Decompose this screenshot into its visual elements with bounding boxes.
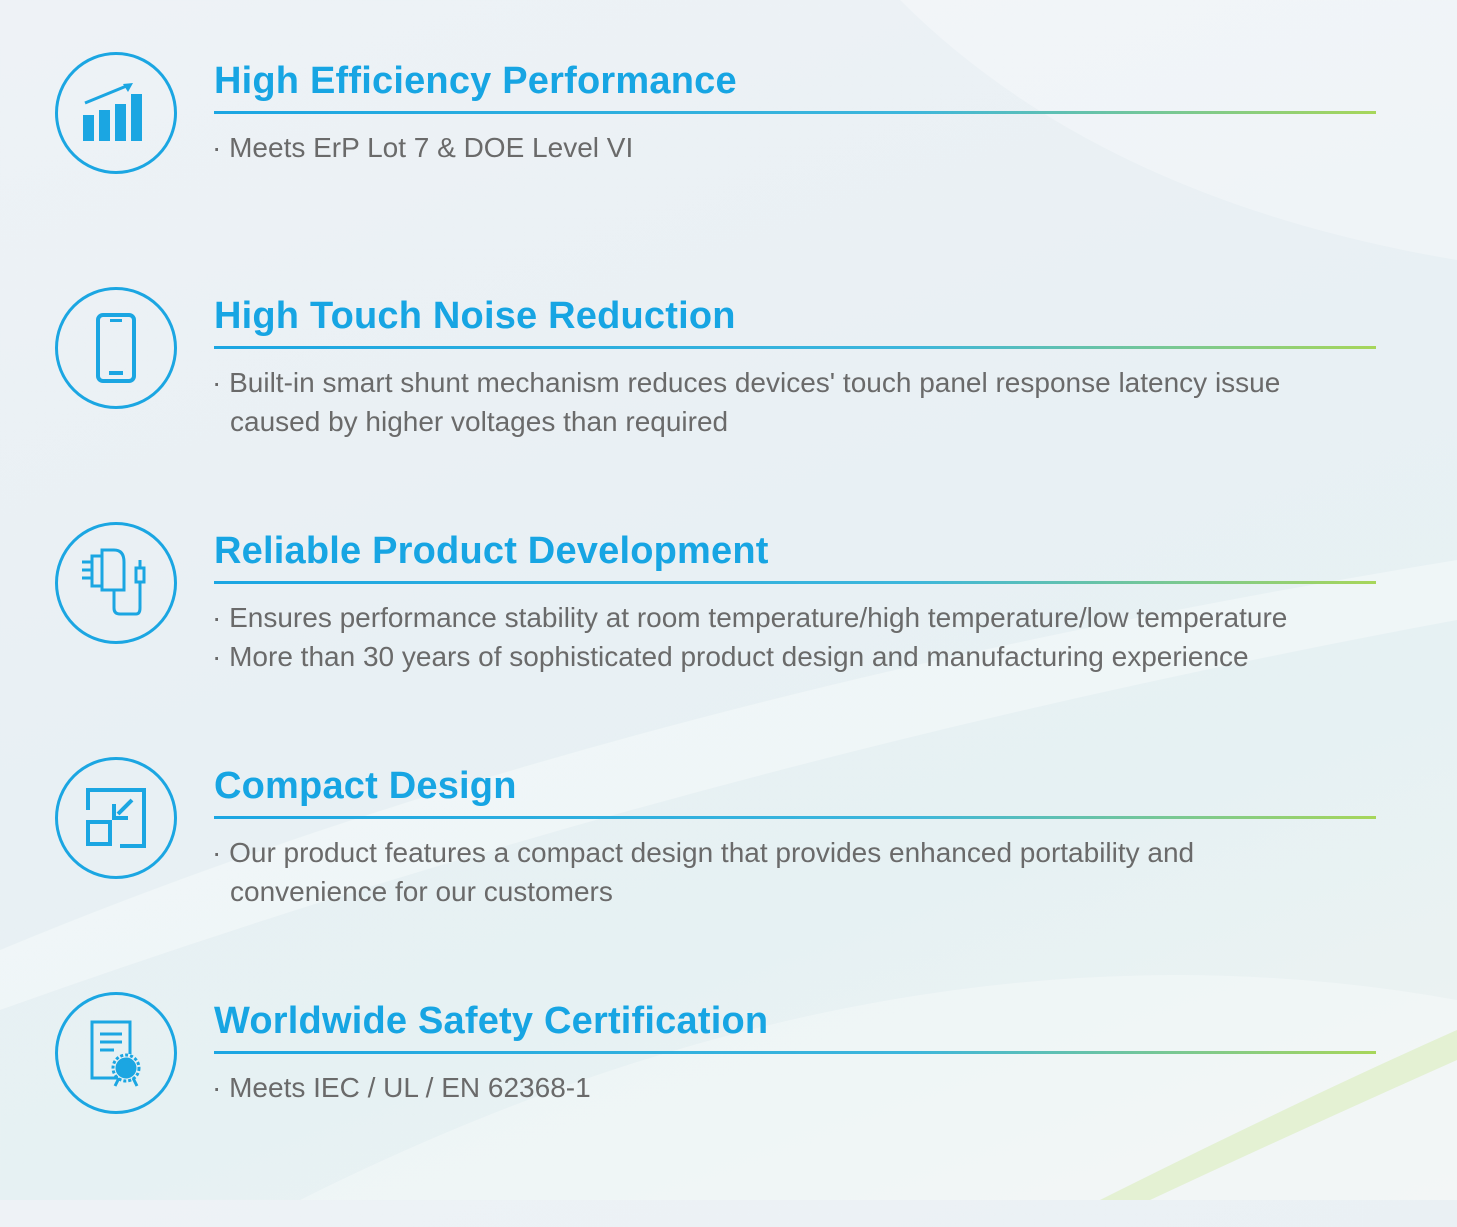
feature-description: · Our product features a compact design … — [212, 833, 1194, 911]
feature-description: · Built-in smart shunt mechanism reduces… — [212, 363, 1280, 441]
description-line: · Our product features a compact design … — [212, 837, 1195, 868]
divider — [214, 111, 1376, 114]
divider — [214, 346, 1376, 349]
feature-reliable-development: Reliable Product Development · Ensures p… — [0, 522, 1457, 757]
feature-compact-design: Compact Design · Our product features a … — [0, 757, 1457, 992]
description-line: · Meets IEC / UL / EN 62368-1 — [212, 1072, 591, 1103]
feature-title: High Touch Noise Reduction — [214, 295, 736, 337]
feature-description: · Meets IEC / UL / EN 62368-1 — [212, 1068, 591, 1107]
description-line: · More than 30 years of sophisticated pr… — [212, 641, 1249, 672]
feature-title: Reliable Product Development — [214, 530, 769, 572]
divider — [214, 1051, 1376, 1054]
charger-plug-icon — [55, 522, 177, 644]
compact-resize-icon — [55, 757, 177, 879]
divider — [214, 581, 1376, 584]
feature-title: Worldwide Safety Certification — [214, 1000, 769, 1042]
feature-title: Compact Design — [214, 765, 517, 807]
feature-safety-certification: Worldwide Safety Certification · Meets I… — [0, 992, 1457, 1227]
feature-title: High Efficiency Performance — [214, 60, 737, 102]
smartphone-icon — [55, 287, 177, 409]
divider — [214, 816, 1376, 819]
description-line: · Meets ErP Lot 7 & DOE Level VI — [212, 132, 634, 163]
description-line: · Ensures performance stability at room … — [212, 602, 1288, 633]
feature-description: · Meets ErP Lot 7 & DOE Level VI — [212, 128, 633, 167]
feature-high-efficiency: High Efficiency Performance · Meets ErP … — [0, 52, 1457, 287]
feature-touch-noise: High Touch Noise Reduction · Built-in sm… — [0, 287, 1457, 522]
certificate-icon — [55, 992, 177, 1114]
description-line: convenience for our customers — [230, 876, 613, 907]
feature-description: · Ensures performance stability at room … — [212, 598, 1287, 676]
bar-chart-growth-icon — [55, 52, 177, 174]
description-line: · Built-in smart shunt mechanism reduces… — [212, 367, 1281, 398]
description-line: caused by higher voltages than required — [230, 406, 729, 437]
